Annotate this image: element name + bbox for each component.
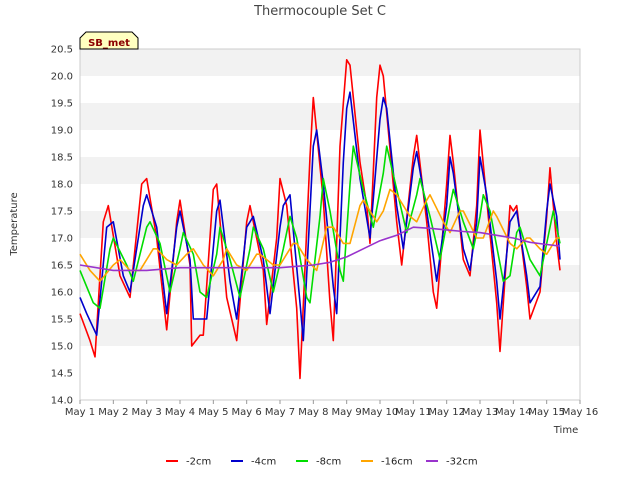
grid-band: [80, 319, 580, 346]
y-tick-label: 15.0: [51, 342, 73, 353]
x-tick-label: May 12: [428, 407, 465, 418]
series-group: [79, 58, 561, 380]
grid-band: [80, 157, 580, 184]
x-tick-label: May 3: [132, 407, 162, 418]
y-axis-label: Temperature: [9, 192, 20, 256]
grid-band: [80, 103, 580, 130]
x-tick-label: May 16: [562, 407, 599, 418]
x-tick-label: May 4: [165, 407, 195, 418]
station-badge-label: SB_met: [88, 38, 130, 49]
x-tick-label: May 1: [65, 407, 95, 418]
x-tick-label: May 5: [198, 407, 228, 418]
x-tick-label: May 11: [395, 407, 432, 418]
plot-area: [79, 48, 581, 401]
series-line-16cm: [79, 188, 560, 283]
x-tick-label: May 6: [232, 407, 262, 418]
x-axis-label: Time: [553, 425, 578, 436]
y-axis: 14.0 14.5 15.0 15.5 16.0 16.5 17.0 17.5 18.0 18.5…: [51, 45, 73, 407]
y-tick-label: 16.5: [51, 261, 73, 272]
legend-label: -4cm: [251, 457, 276, 468]
grid-band: [80, 49, 580, 76]
y-tick-label: 18.5: [51, 153, 73, 164]
chart-title: Thermocouple Set C: [253, 4, 386, 19]
y-tick-label: 19.0: [51, 126, 73, 137]
x-tick-label: May 2: [98, 407, 128, 418]
y-tick-label: 19.5: [51, 99, 73, 110]
station-badge: SB_met: [79, 31, 139, 50]
y-tick-label: 20.0: [51, 72, 73, 83]
legend: -2cm -4cm -8cm -16cm -32cm: [166, 457, 478, 468]
x-tick-label: May 8: [298, 407, 328, 418]
y-tick-label: 20.5: [51, 45, 73, 56]
x-tick-label: May 7: [265, 407, 295, 418]
x-tick-label: May 9: [332, 407, 362, 418]
y-tick-label: 14.5: [51, 369, 73, 380]
y-tick-label: 15.5: [51, 315, 73, 326]
legend-label: -16cm: [381, 457, 413, 468]
x-tick-label: May 13: [462, 407, 499, 418]
legend-label: -2cm: [186, 457, 211, 468]
legend-label: -8cm: [316, 457, 341, 468]
y-tick-label: 17.0: [51, 234, 73, 245]
legend-label: -32cm: [446, 457, 478, 468]
x-axis: May 1 May 2 May 3 May 4 May 5 May 6 May 7 May 8…: [65, 400, 598, 418]
series-line-32cm: [79, 226, 561, 272]
series-line-8cm: [79, 145, 561, 310]
y-tick-label: 17.5: [51, 207, 73, 218]
series-line-4cm: [79, 91, 561, 342]
x-tick-label: May 14: [495, 407, 532, 418]
y-tick-label: 14.0: [51, 396, 73, 407]
x-tick-label: May 15: [528, 407, 565, 418]
y-tick-label: 18.0: [51, 180, 73, 191]
x-tick-label: May 10: [362, 407, 399, 418]
y-tick-label: 16.0: [51, 288, 73, 299]
